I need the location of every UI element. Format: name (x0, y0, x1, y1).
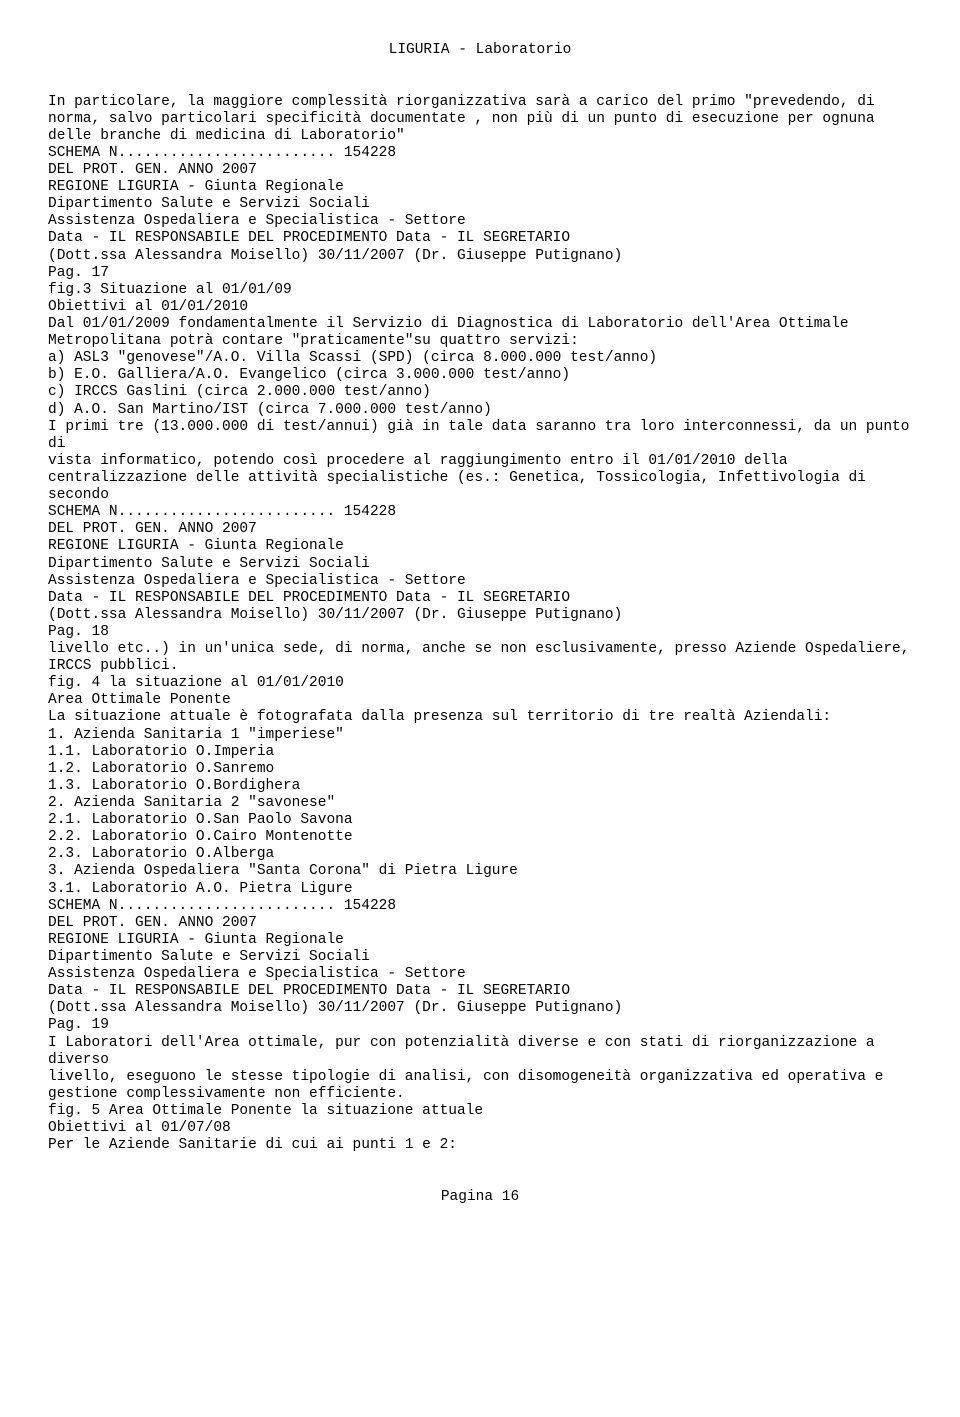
body-line: IRCCS pubblici. (48, 658, 912, 675)
body-line: fig.3 Situazione al 01/01/09 (48, 282, 912, 299)
body-line: d) A.O. San Martino/IST (circa 7.000.000… (48, 402, 912, 419)
body-line: livello, eseguono le stesse tipologie di… (48, 1069, 912, 1086)
document-header: LIGURIA - Laboratorio (48, 42, 912, 59)
body-line: Dipartimento Salute e Servizi Sociali (48, 556, 912, 573)
body-line: La situazione attuale è fotografata dall… (48, 709, 912, 726)
body-line: vista informatico, potendo così proceder… (48, 453, 912, 470)
body-line: centralizzazione delle attività speciali… (48, 470, 912, 504)
body-line: (Dott.ssa Alessandra Moisello) 30/11/200… (48, 1000, 912, 1017)
body-line: norma, salvo particolari specificità doc… (48, 111, 912, 128)
body-line: (Dott.ssa Alessandra Moisello) 30/11/200… (48, 248, 912, 265)
body-line: Assistenza Ospedaliera e Specialistica -… (48, 573, 912, 590)
body-line: 1.2. Laboratorio O.Sanremo (48, 761, 912, 778)
body-line: gestione complessivamente non efficiente… (48, 1086, 912, 1103)
body-line: Obiettivi al 01/01/2010 (48, 299, 912, 316)
body-line: In particolare, la maggiore complessità … (48, 94, 912, 111)
body-line: 2. Azienda Sanitaria 2 "savonese" (48, 795, 912, 812)
body-line: Pag. 19 (48, 1017, 912, 1034)
body-line: Dipartimento Salute e Servizi Sociali (48, 196, 912, 213)
body-line: Dipartimento Salute e Servizi Sociali (48, 949, 912, 966)
body-line: REGIONE LIGURIA - Giunta Regionale (48, 179, 912, 196)
body-line: Pag. 17 (48, 265, 912, 282)
body-line: REGIONE LIGURIA - Giunta Regionale (48, 538, 912, 555)
body-line: livello etc..) in un'unica sede, di norm… (48, 641, 912, 658)
body-line: DEL PROT. GEN. ANNO 2007 (48, 162, 912, 179)
body-line: REGIONE LIGURIA - Giunta Regionale (48, 932, 912, 949)
body-line: 2.2. Laboratorio O.Cairo Montenotte (48, 829, 912, 846)
body-line: Assistenza Ospedaliera e Specialistica -… (48, 966, 912, 983)
body-line: 2.1. Laboratorio O.San Paolo Savona (48, 812, 912, 829)
body-line: Dal 01/01/2009 fondamentalmente il Servi… (48, 316, 912, 333)
body-line: 1.1. Laboratorio O.Imperia (48, 744, 912, 761)
body-line: Pag. 18 (48, 624, 912, 641)
document-footer: Pagina 16 (48, 1189, 912, 1206)
body-line: SCHEMA N......................... 154228 (48, 898, 912, 915)
body-line: Data - IL RESPONSABILE DEL PROCEDIMENTO … (48, 230, 912, 247)
body-line: 3. Azienda Ospedaliera "Santa Corona" di… (48, 863, 912, 880)
body-line: SCHEMA N......................... 154228 (48, 145, 912, 162)
document-page: LIGURIA - Laboratorio In particolare, la… (0, 0, 960, 1231)
body-line: Obiettivi al 01/07/08 (48, 1120, 912, 1137)
body-line: fig. 5 Area Ottimale Ponente la situazio… (48, 1103, 912, 1120)
body-line: I primi tre (13.000.000 di test/annui) g… (48, 419, 912, 453)
body-line: Per le Aziende Sanitarie di cui ai punti… (48, 1137, 912, 1154)
body-line: I Laboratori dell'Area ottimale, pur con… (48, 1035, 912, 1069)
body-line: (Dott.ssa Alessandra Moisello) 30/11/200… (48, 607, 912, 624)
body-line: Metropolitana potrà contare "praticament… (48, 333, 912, 350)
body-line: Area Ottimale Ponente (48, 692, 912, 709)
body-line: 2.3. Laboratorio O.Alberga (48, 846, 912, 863)
body-line: c) IRCCS Gaslini (circa 2.000.000 test/a… (48, 384, 912, 401)
body-line: DEL PROT. GEN. ANNO 2007 (48, 915, 912, 932)
body-line: 1.3. Laboratorio O.Bordighera (48, 778, 912, 795)
body-line: 3.1. Laboratorio A.O. Pietra Ligure (48, 881, 912, 898)
body-line: fig. 4 la situazione al 01/01/2010 (48, 675, 912, 692)
body-line: Data - IL RESPONSABILE DEL PROCEDIMENTO … (48, 590, 912, 607)
body-line: SCHEMA N......................... 154228 (48, 504, 912, 521)
body-line: 1. Azienda Sanitaria 1 "imperiese" (48, 727, 912, 744)
body-line: a) ASL3 "genovese"/A.O. Villa Scassi (SP… (48, 350, 912, 367)
body-line: DEL PROT. GEN. ANNO 2007 (48, 521, 912, 538)
body-line: Assistenza Ospedaliera e Specialistica -… (48, 213, 912, 230)
body-line: b) E.O. Galliera/A.O. Evangelico (circa … (48, 367, 912, 384)
document-body: In particolare, la maggiore complessità … (48, 94, 912, 1155)
body-line: Data - IL RESPONSABILE DEL PROCEDIMENTO … (48, 983, 912, 1000)
body-line: delle branche di medicina di Laboratorio… (48, 128, 912, 145)
